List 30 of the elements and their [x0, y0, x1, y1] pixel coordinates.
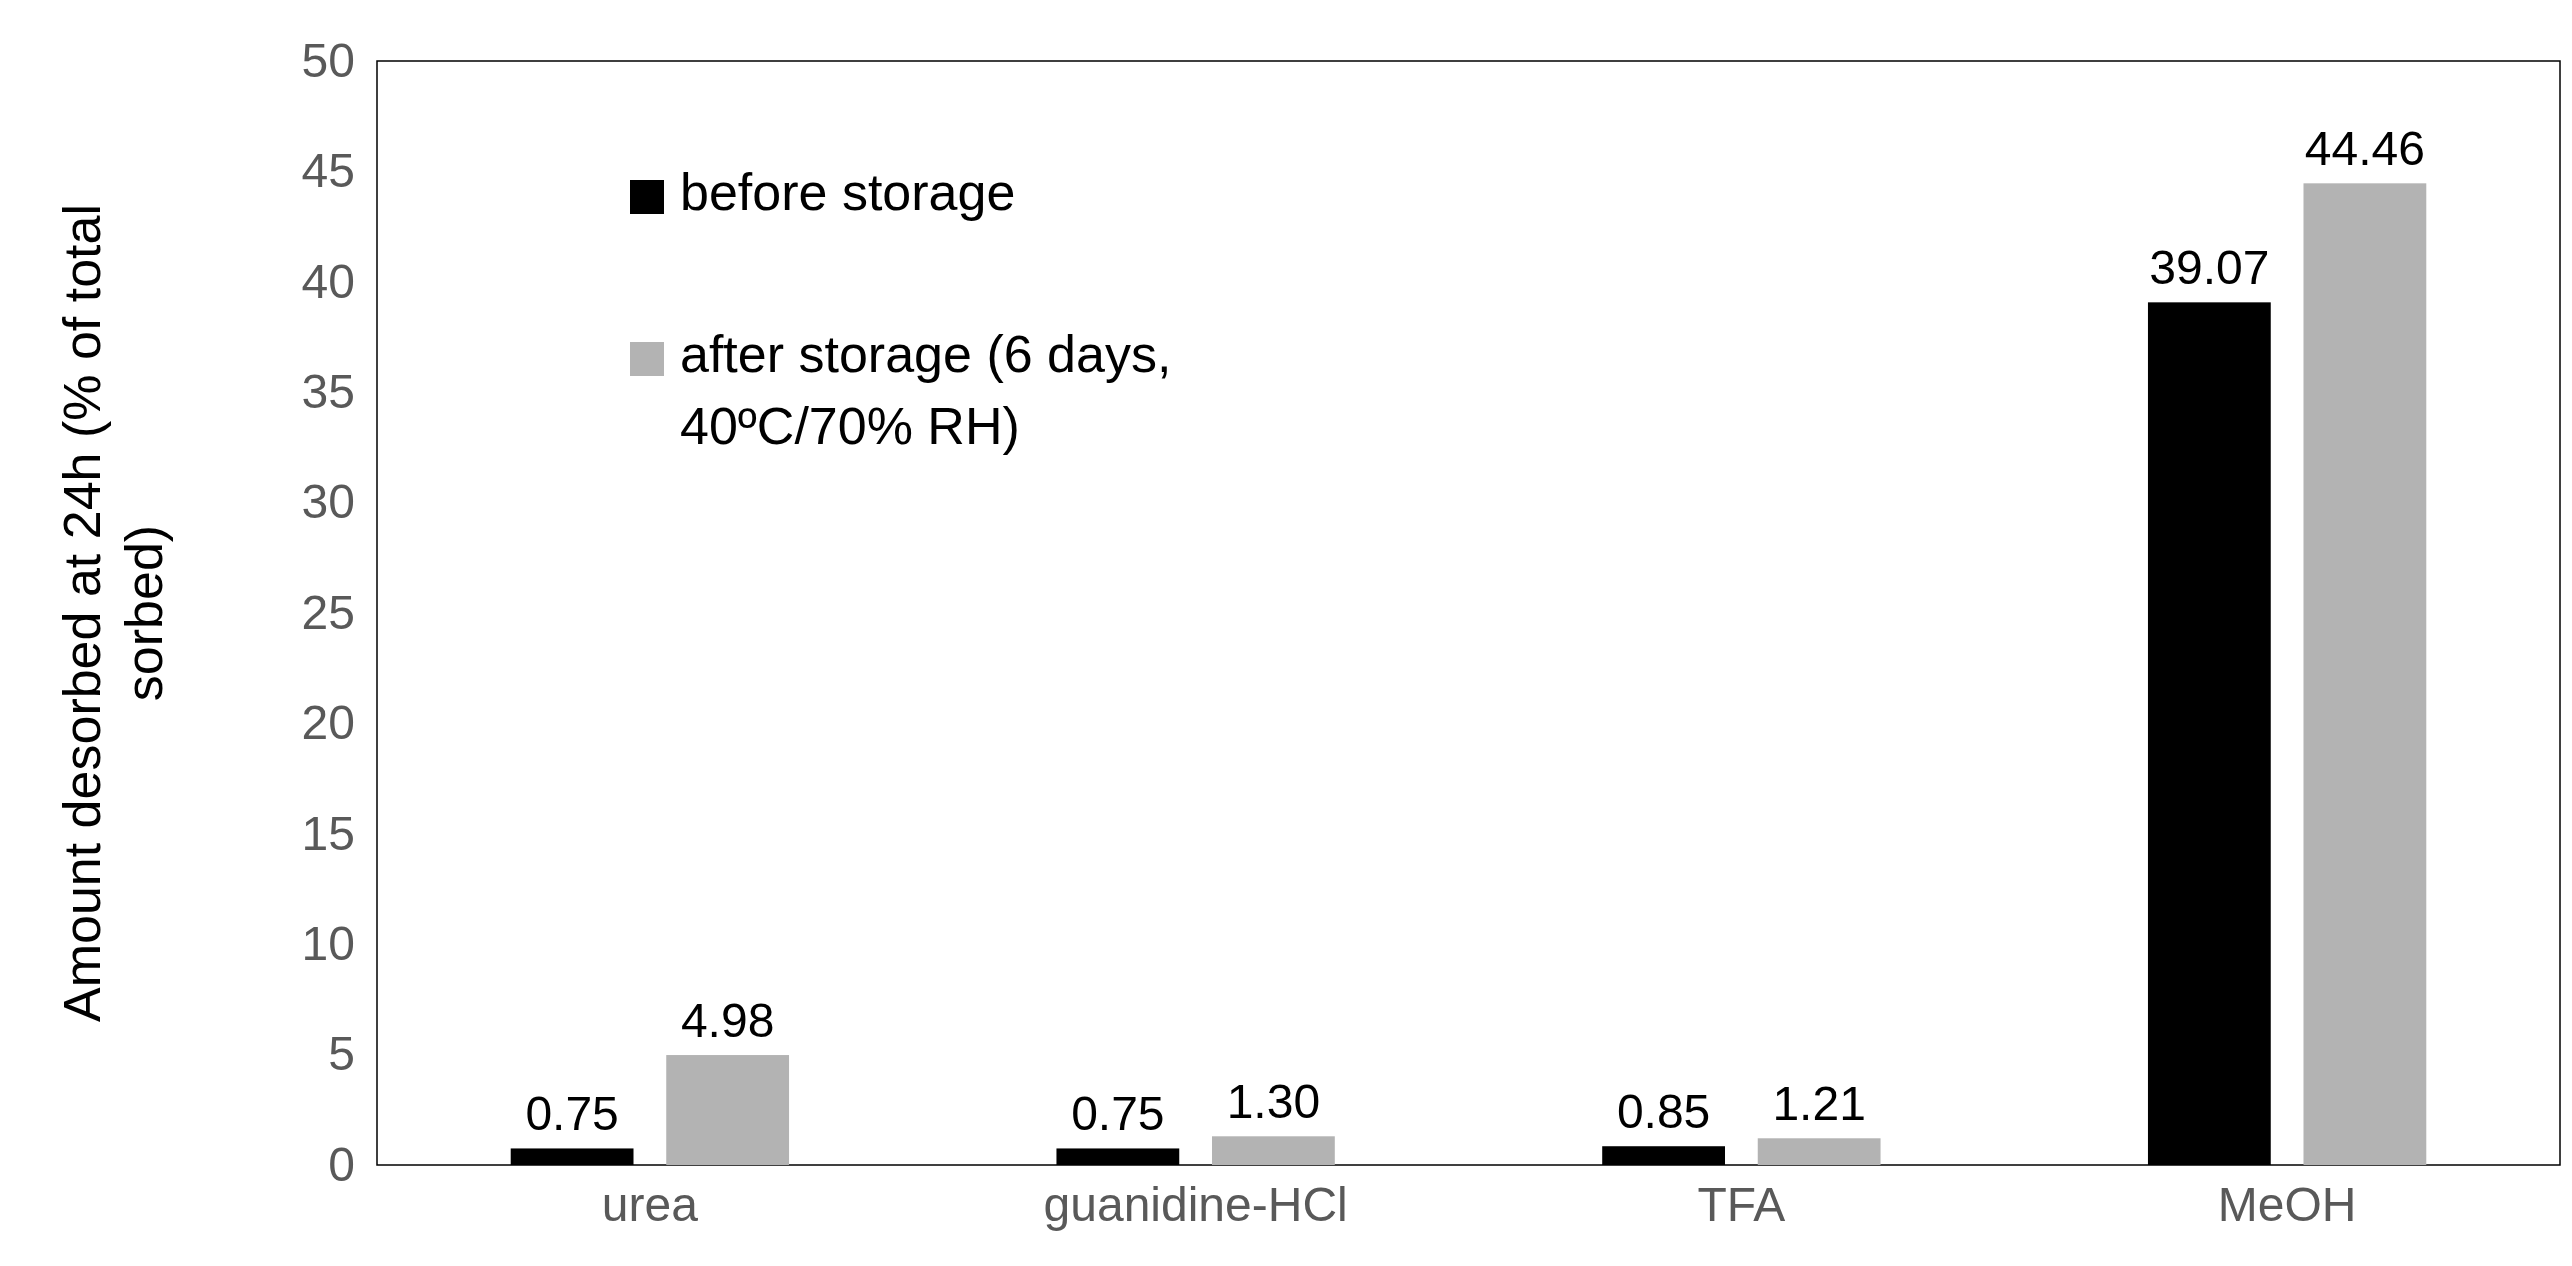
legend-label: after storage (6 days, 40ºC/70% RH): [680, 325, 1172, 455]
y-axis-title: Amount desorbed at 24h (% of total sorbed): [53, 203, 173, 1023]
bar: [2303, 183, 2427, 1165]
bar: [1212, 1136, 1335, 1165]
data-label: 1.21: [1772, 1077, 1866, 1131]
data-label: 4.98: [680, 994, 775, 1048]
x-tick-label: MeOH: [2217, 1178, 2357, 1232]
y-tick-label: 30: [301, 475, 355, 529]
y-tick-label: 20: [301, 696, 355, 750]
y-tick-label: 50: [301, 33, 355, 87]
y-tick-label: 45: [301, 144, 355, 198]
y-tick-label: 10: [301, 917, 355, 971]
data-label: 44.46: [2304, 122, 2425, 176]
y-tick-label: 5: [328, 1027, 355, 1081]
x-tick-label: guanidine-HCl: [1043, 1178, 1348, 1232]
y-tick-label: 40: [301, 254, 355, 308]
data-label: 0.75: [525, 1087, 619, 1141]
data-label: 39.07: [2149, 241, 2270, 295]
data-label: 1.30: [1226, 1075, 1321, 1129]
x-tick-label: urea: [601, 1178, 699, 1232]
data-label: 0.85: [1616, 1085, 1711, 1139]
bar: [666, 1055, 790, 1165]
data-label: 0.75: [1071, 1087, 1165, 1141]
y-tick-label: 35: [301, 365, 355, 419]
y-tick-label: 0: [328, 1137, 355, 1191]
y-tick-label: 15: [301, 806, 355, 860]
x-tick-label: TFA: [1697, 1178, 1786, 1232]
y-tick-label: 25: [301, 585, 355, 639]
legend-label: before storage: [680, 163, 1016, 221]
bar: [1757, 1138, 1881, 1165]
